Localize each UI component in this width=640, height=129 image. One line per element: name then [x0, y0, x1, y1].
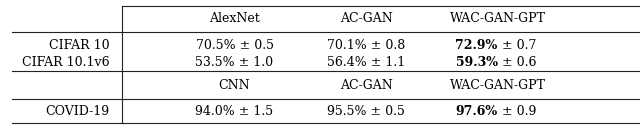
- Text: ± 0.6: ± 0.6: [498, 56, 536, 69]
- Text: CIFAR 10: CIFAR 10: [49, 39, 109, 52]
- Text: COVID-19: COVID-19: [45, 105, 109, 118]
- Text: 70.5% ± 0.5: 70.5% ± 0.5: [196, 39, 273, 52]
- Text: ± 0.9: ± 0.9: [498, 105, 536, 118]
- Text: CIFAR 10.1v6: CIFAR 10.1v6: [22, 56, 109, 69]
- Text: CNN: CNN: [219, 79, 250, 92]
- Text: AC-GAN: AC-GAN: [340, 79, 392, 92]
- Text: ± 0.7: ± 0.7: [498, 39, 536, 52]
- Text: 95.5% ± 0.5: 95.5% ± 0.5: [327, 105, 405, 118]
- Text: 97.6%: 97.6%: [456, 105, 498, 118]
- Text: 56.4% ± 1.1: 56.4% ± 1.1: [327, 56, 405, 69]
- Text: 70.1% ± 0.8: 70.1% ± 0.8: [327, 39, 405, 52]
- Text: 72.9%: 72.9%: [456, 39, 498, 52]
- Text: WAC-GAN-GPT: WAC-GAN-GPT: [450, 79, 546, 92]
- Text: 59.3%: 59.3%: [456, 56, 498, 69]
- Text: 94.0% ± 1.5: 94.0% ± 1.5: [195, 105, 273, 118]
- Text: AC-GAN: AC-GAN: [340, 12, 392, 25]
- Text: AlexNet: AlexNet: [209, 12, 260, 25]
- Text: WAC-GAN-GPT: WAC-GAN-GPT: [450, 12, 546, 25]
- Text: 53.5% ± 1.0: 53.5% ± 1.0: [195, 56, 273, 69]
